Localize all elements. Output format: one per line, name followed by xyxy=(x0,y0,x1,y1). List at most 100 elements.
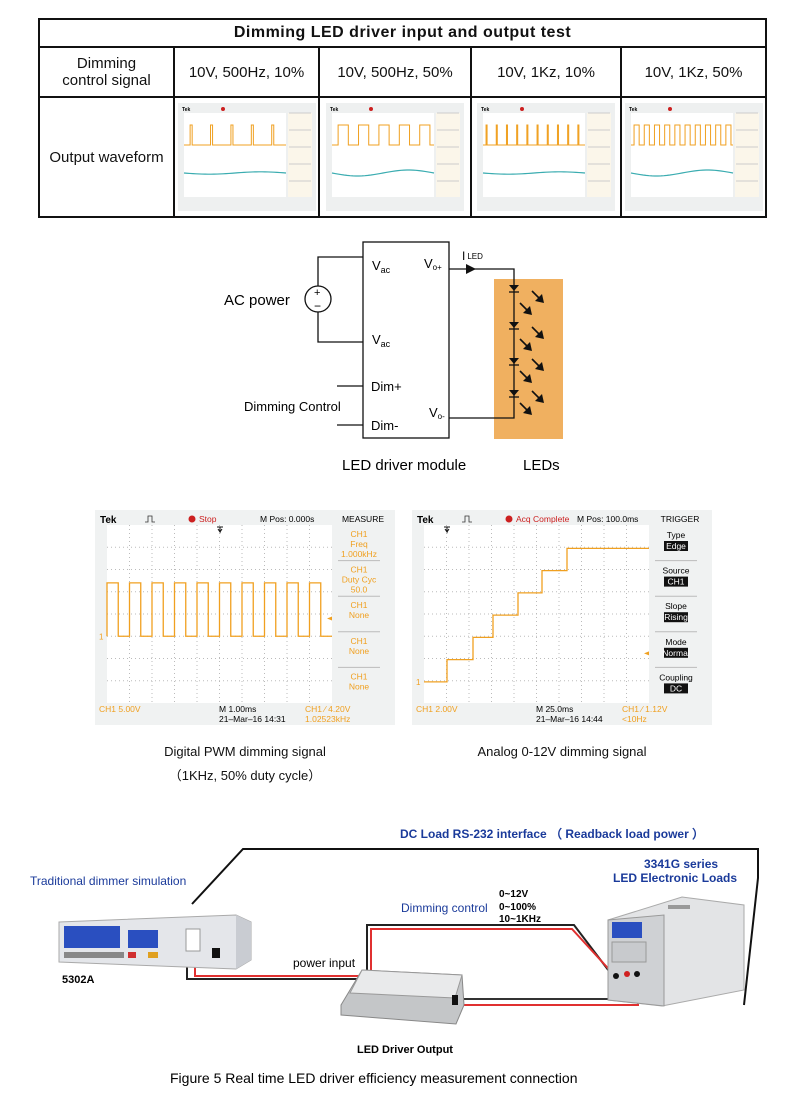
column-header: 10V, 1Kz, 10% xyxy=(470,46,622,98)
driver-output-label: LED Driver Output xyxy=(357,1044,453,1056)
menu-item-value-bg xyxy=(664,683,688,694)
thumb-status-dot xyxy=(520,107,524,111)
menu-item-text: CH1 xyxy=(350,636,367,646)
light-arrow-icon xyxy=(535,362,544,371)
vo-plus-label: Vo+ xyxy=(424,256,442,272)
scope-ch-scale: CH1 2.00V xyxy=(416,704,458,714)
signal-trace xyxy=(106,582,332,637)
menu-item-label: Source xyxy=(663,566,690,576)
menu-item-text: CH1 xyxy=(350,600,367,610)
scope-menu-title: MEASURE xyxy=(342,514,384,524)
menu-item-text: CH1 xyxy=(350,529,367,539)
scope-status: Stop xyxy=(199,514,217,524)
thumb-pwm-trace xyxy=(630,124,733,146)
pwm-scope-screenshot: Tek Stop M Pos: 0.000s MEASURECH1Freq1.000k… xyxy=(95,510,395,725)
circuit-diagram: + − AC power Vac Vac Vo+ Vo- I LED Dim+ D… xyxy=(224,241,563,474)
column-header: 10V, 1Kz, 50% xyxy=(619,46,768,98)
dimmer-sim-label: Traditional dimmer simulation xyxy=(30,874,186,888)
thumb-cell: Tek xyxy=(318,96,472,218)
dimming-cable-red xyxy=(370,928,617,978)
thumb-plot xyxy=(332,113,434,197)
minus-sign: − xyxy=(314,299,321,313)
load-series-label: 3341G series xyxy=(644,857,718,871)
iled-label: I LED xyxy=(462,249,483,263)
scope-brand: Tek xyxy=(417,515,434,526)
scope-status: Acq Complete xyxy=(516,514,570,524)
led-diode-icon xyxy=(509,390,519,396)
power-input-label: power input xyxy=(293,956,356,970)
row-header-signal: Dimming control signal xyxy=(38,46,175,98)
thumb-current-trace xyxy=(183,171,286,175)
led-diode-icon xyxy=(509,322,519,328)
scope-date: 21–Mar–16 14:31 xyxy=(219,714,286,724)
thumb-cell: Tek xyxy=(470,96,622,218)
trigger-position-icon xyxy=(444,526,450,534)
table-title: Dimming LED driver input and output test xyxy=(37,18,768,48)
test-table: Dimming LED driver input and output test… xyxy=(37,18,768,218)
light-arrow-icon xyxy=(523,306,532,315)
menu-item-text: Duty Cyc xyxy=(342,575,377,585)
driver-module-box xyxy=(362,241,450,439)
menu-item-value: Normal xyxy=(662,648,690,658)
thumb-menu xyxy=(287,113,312,197)
thumb-footer xyxy=(183,198,286,208)
menu-item-value-bg xyxy=(664,541,688,551)
scope-mpos: M Pos: 0.000s xyxy=(260,514,314,524)
dimming-cable-black xyxy=(366,924,613,976)
light-arrow-icon xyxy=(523,342,532,351)
menu-item-text: 50.0 xyxy=(351,585,368,595)
status-dot-icon xyxy=(505,515,513,523)
display-icon xyxy=(64,926,120,948)
setup-diagram: DC Load RS-232 interface （ Readback load… xyxy=(30,826,759,1086)
menu-item-label: Slope xyxy=(665,601,687,611)
led-diode-icon xyxy=(509,285,519,291)
scope-timebase: M 1.00ms xyxy=(219,704,256,714)
row-header-output: Output waveform xyxy=(38,96,175,218)
leds-label: LEDs xyxy=(523,457,560,474)
dim-spec: 10~1KHz xyxy=(499,914,541,925)
signal-trace xyxy=(424,547,649,683)
menu-item-label: Type xyxy=(667,530,686,540)
scope-timebase: M 25.0ms xyxy=(536,704,573,714)
thumb-plot xyxy=(183,113,286,197)
thumb-plot xyxy=(483,113,585,197)
pwm-caption-line1: Digital PWM dimming signal xyxy=(164,744,326,759)
thumb-brand: Tek xyxy=(481,107,489,113)
thumb-current-trace xyxy=(630,169,733,177)
dim-spec: 0~100% xyxy=(499,902,536,913)
pulse-trigger-icon xyxy=(145,515,155,523)
menu-item-label: Coupling xyxy=(659,672,693,682)
analog-scope-screenshot: Tek Acq Complete M Pos: 100.0ms TRIGGER Type… xyxy=(412,510,712,725)
light-arrow-icon xyxy=(535,330,544,339)
led-panel xyxy=(494,279,563,439)
thumb-brand: Tek xyxy=(182,107,190,113)
thumb-pwm-trace xyxy=(483,124,585,146)
thumb-pwm-trace xyxy=(183,124,286,146)
load-name-label: LED Electronic Loads xyxy=(613,871,737,885)
menu-item-text: CH1 xyxy=(350,565,367,575)
thumb-footer xyxy=(630,198,733,208)
light-arrow-icon xyxy=(535,394,544,403)
driver-module-label: LED driver module xyxy=(342,457,466,474)
thumb-plot xyxy=(630,113,733,197)
menu-item-text: None xyxy=(349,646,370,656)
pwm-caption: Digital PWM dimming signal （1KHz, 50% du… xyxy=(95,744,395,784)
figure-caption: Figure 5 Real time LED driver efficiency… xyxy=(170,1070,577,1086)
waveform-thumbnail: Tek xyxy=(477,103,615,211)
ac-power-label: AC power xyxy=(224,292,290,309)
rs232-label: DC Load RS-232 interface （ Readback load… xyxy=(400,826,704,841)
scope-trigger-freq: <10Hz xyxy=(622,714,647,724)
led-diode-icon xyxy=(509,358,519,364)
model-5302a-label: 5302A xyxy=(62,974,94,986)
vo-minus-label: Vo- xyxy=(429,405,445,421)
menu-item-value-bg xyxy=(664,647,688,658)
thumb-footer xyxy=(332,198,434,208)
menu-item-label: Mode xyxy=(665,637,687,647)
light-arrow-icon xyxy=(535,294,544,303)
channel-marker: 1 xyxy=(99,632,104,641)
column-header: 10V, 500Hz, 50% xyxy=(318,46,472,98)
light-arrow-icon xyxy=(523,406,532,415)
thumb-current-trace xyxy=(482,171,586,175)
dimming-control-label: Dimming Control xyxy=(244,399,341,414)
thumb-menu xyxy=(587,113,611,197)
